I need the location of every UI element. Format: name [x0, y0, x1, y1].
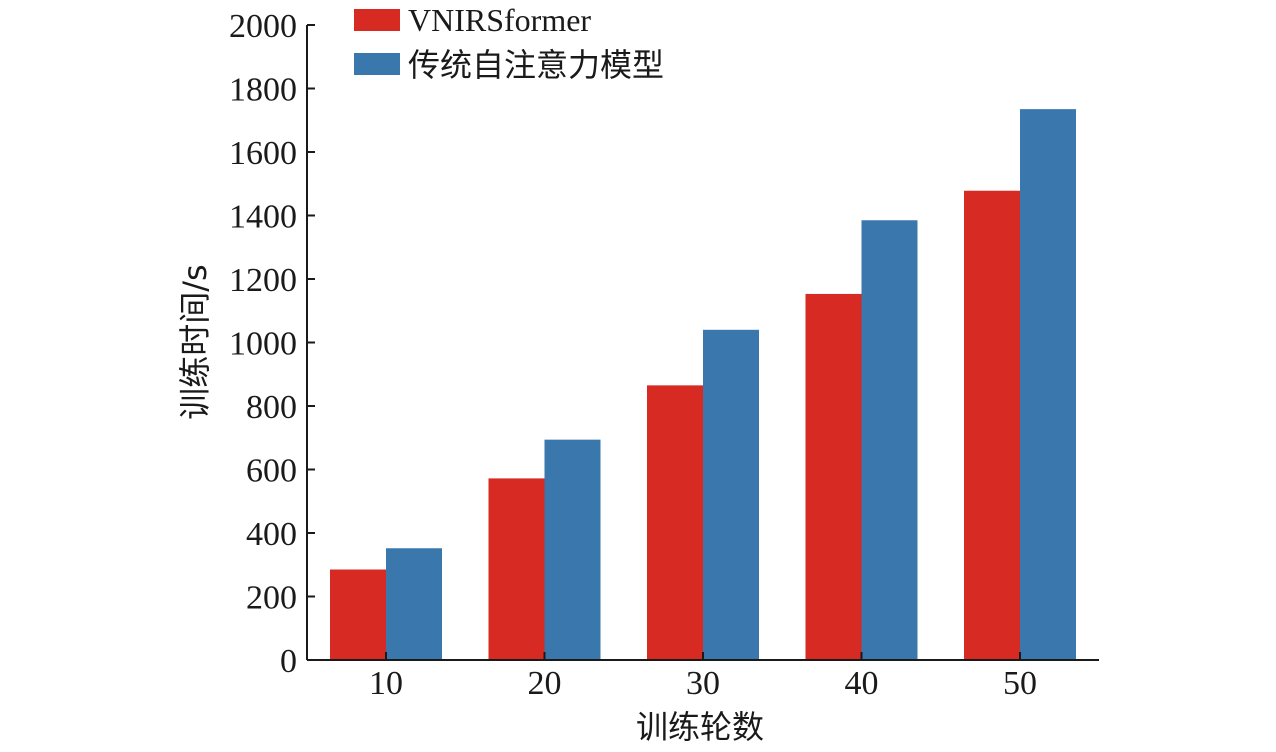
bar-traditional-model-30: [703, 329, 759, 660]
y-tick-label: 1600: [229, 135, 297, 172]
bar-vnirsformer-10: [330, 569, 386, 660]
bar-traditional-model-10: [386, 548, 442, 660]
bar-vnirsformer-40: [805, 293, 862, 660]
bar-vnirsformer-50: [964, 190, 1020, 661]
x-tick-label: 10: [369, 665, 403, 702]
y-tick-label: 200: [246, 580, 297, 617]
bar-vnirsformer-30: [647, 385, 703, 660]
y-tick-label: 600: [246, 453, 297, 490]
y-tick-label: 1200: [229, 262, 297, 299]
x-tick-label: 40: [845, 665, 879, 702]
x-tick-label: 50: [1003, 665, 1037, 702]
legend: VNIRSformer 传统自注意力模型: [354, 2, 664, 84]
y-tick-label: 800: [246, 389, 297, 426]
y-axis-title: 训练时间/s: [176, 264, 214, 419]
bar-vnirsformer-20: [488, 478, 545, 660]
bar-traditional-model-40: [861, 220, 918, 660]
legend-label-vnirsformer: VNIRSformer: [408, 2, 591, 38]
bar-traditional-model-20: [544, 439, 601, 660]
y-tick-label: 400: [246, 516, 297, 553]
bar-traditional-model-50: [1020, 109, 1076, 660]
y-tick-label: 1000: [229, 326, 297, 363]
y-ticks-group: 0 200 400 600 800 1000 1200 1400 1600 1800 2000: [229, 8, 315, 680]
x-tick-label: 30: [686, 665, 720, 702]
y-tick-label: 1800: [229, 72, 297, 109]
y-tick-label: 2000: [229, 8, 297, 45]
x-ticks-group: 10 20 30 40 50: [369, 652, 1037, 702]
legend-swatch-vnirsformer: [354, 9, 400, 31]
y-tick-label: 1400: [229, 199, 297, 236]
legend-swatch-traditional-model: [354, 53, 400, 75]
x-axis-title: 训练轮数: [636, 708, 764, 746]
legend-label-traditional-model: 传统自注意力模型: [408, 46, 664, 84]
x-tick-label: 20: [528, 665, 562, 702]
y-tick-label: 0: [280, 643, 297, 680]
bars-group: [330, 109, 1076, 661]
